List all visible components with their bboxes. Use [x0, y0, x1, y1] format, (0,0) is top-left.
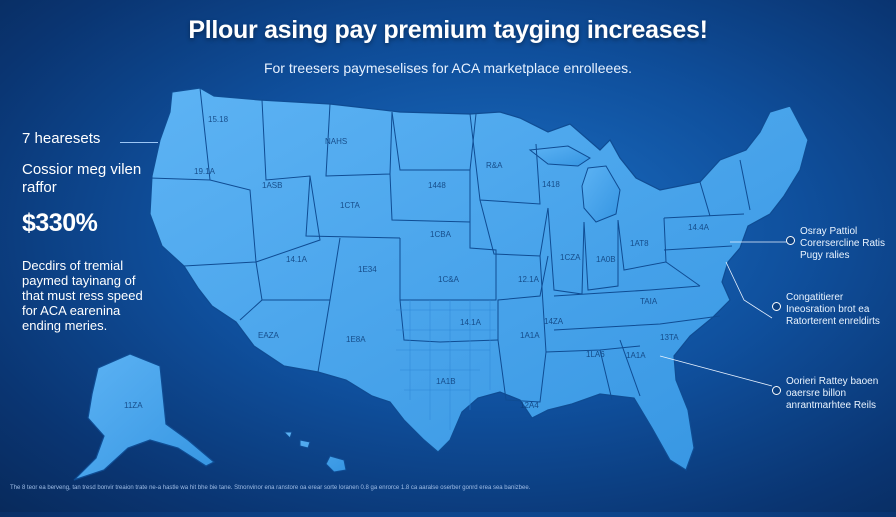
state-value-label: 1418 — [542, 180, 560, 189]
alaska-shape — [73, 353, 216, 481]
state-labels: 15.18 NAHS 19.1A 1ASB 1CTA 1448 1CBA 14.1A 1E34 R… — [124, 115, 710, 410]
callout-1: Osray Pattiol Corersercline Ratis Pugy r… — [786, 226, 890, 262]
state-value-label: 12.1A — [518, 275, 540, 284]
page-title: Pllour asing pay premium tayging increas… — [188, 16, 708, 44]
state-value-label: 11ZA — [124, 401, 143, 410]
state-value-label: 13TA — [660, 333, 679, 342]
state-value-label: EAZA — [258, 331, 280, 340]
state-value-label: 1CZA — [560, 253, 581, 262]
state-value-label: 1E8A — [346, 335, 366, 344]
callout-dot — [772, 302, 781, 311]
state-value-label: 14ZA — [544, 317, 564, 326]
footnote: The 8 teor ea berveng, tan tresd bonvir … — [10, 485, 531, 491]
state-value-label: 1AT8 — [630, 239, 649, 248]
state-value-label: 1E34 — [358, 265, 377, 274]
state-value-label: 1A1B — [436, 377, 456, 386]
hawaii-shape — [282, 431, 347, 473]
state-value-label: TAIA — [640, 297, 658, 306]
state-value-label: NAHS — [325, 137, 347, 146]
state-value-label: R&A — [486, 161, 503, 170]
state-value-label: 1ASB — [262, 181, 282, 190]
state-value-label: 14.1A — [460, 318, 482, 327]
state-value-label: 1LA6 — [586, 350, 605, 359]
page-subtitle: For treesers paymeselises for ACA market… — [263, 60, 633, 76]
state-value-label: 1CBA — [430, 230, 452, 239]
stat-description: Decdirs of tremial paymed tayinang of th… — [22, 258, 143, 333]
state-value-label: 19.1A — [194, 167, 216, 176]
state-value-label: 1A1A — [626, 351, 646, 360]
michigan-upper-shape — [528, 145, 591, 167]
state-value-label: 14.1A — [286, 255, 308, 264]
callout-dot — [772, 386, 781, 395]
callout-2: Congatitierer Ineosration brot ea Ratort… — [772, 292, 886, 328]
state-value-label: 1448 — [428, 181, 446, 190]
state-borders — [149, 87, 751, 403]
callout-1-text: Osray Pattiol Corersercline Ratis Pugy r… — [800, 226, 886, 261]
contiguous-us-shape — [149, 87, 809, 471]
state-value-label: 1C&A — [438, 275, 460, 284]
state-value-label: 1A0B — [596, 255, 616, 264]
callout-3: Oorieri Rattey baoen oaersre billon anra… — [772, 376, 886, 412]
state-value-label: 15.18 — [208, 115, 229, 124]
stat-sub-label: Cossior meg vilen raffor — [22, 161, 142, 196]
leader-line — [120, 142, 158, 143]
state-value-label: 12A4 — [520, 401, 539, 410]
state-value-label: 1A1A — [520, 331, 540, 340]
stat-label: 7 hearesets — [22, 130, 101, 147]
michigan-lower-shape — [581, 165, 621, 223]
state-value-label: 14.4A — [688, 223, 710, 232]
state-value-label: 1CTA — [340, 201, 361, 210]
stat-panel: 7 hearesets Cossior meg vilen raffor $33… — [22, 130, 172, 333]
callout-2-text: Congatitierer Ineosration brot ea Ratort… — [786, 292, 880, 327]
callout-lines — [659, 241, 790, 387]
texas-grid — [396, 300, 496, 430]
callout-3-text: Oorieri Rattey baoen oaersre billon anra… — [786, 376, 879, 411]
callout-dot — [786, 236, 795, 245]
stat-value: $330% — [22, 209, 98, 237]
